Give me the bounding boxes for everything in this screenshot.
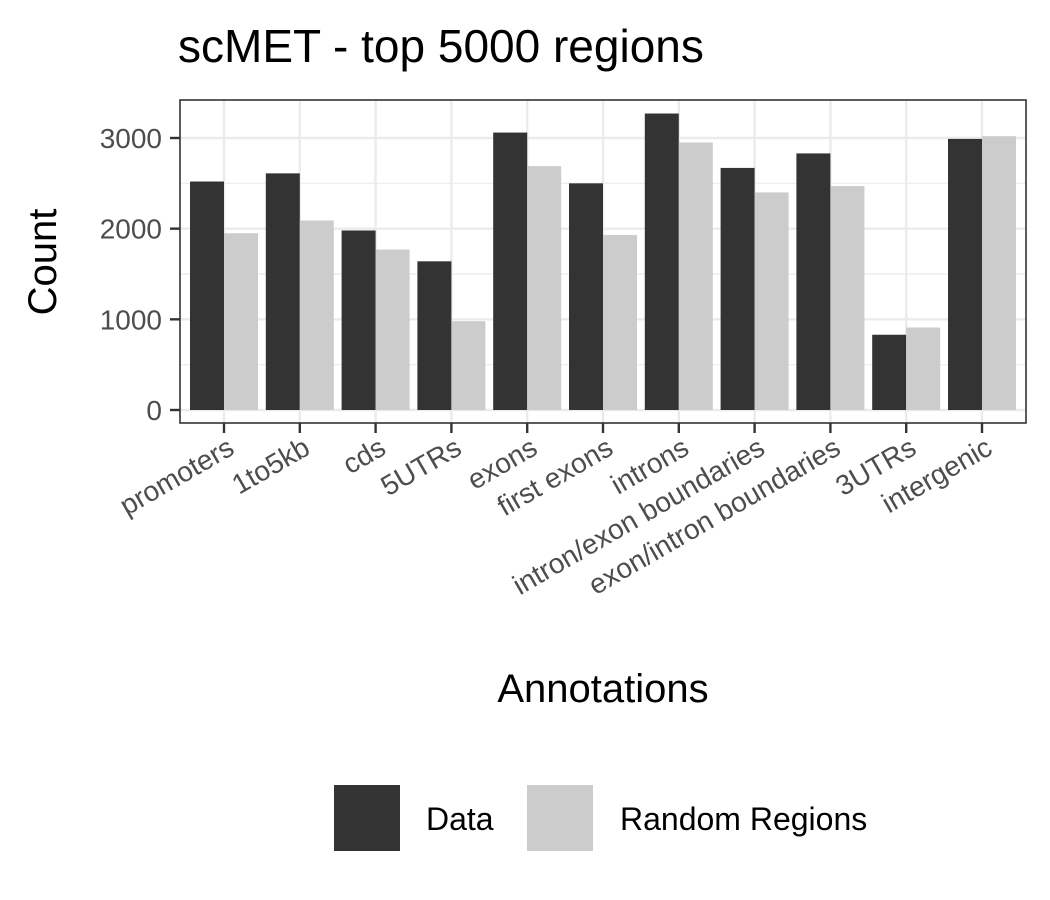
bar-data-3: [417, 261, 452, 410]
bar-data-7: [720, 167, 755, 410]
y-axis: 0 1000 2000 3000: [100, 123, 180, 426]
bar-random-regions-4: [527, 166, 562, 410]
legend-swatch: [527, 785, 593, 851]
bars: [190, 113, 1016, 411]
bar-data-4: [493, 132, 528, 410]
chart-title: scMET - top 5000 regions: [178, 20, 704, 72]
bar-random-regions-1: [299, 220, 334, 410]
y-tick-label: 2000: [100, 214, 162, 245]
y-tick-label: 1000: [100, 304, 162, 335]
legend-item-data: Data: [334, 785, 494, 851]
x-tick-label: 1to5kb: [226, 431, 314, 500]
bar-random-regions-9: [906, 327, 941, 410]
bar-random-regions-0: [224, 233, 258, 410]
y-tick-label: 3000: [100, 123, 162, 154]
bar-data-10: [948, 138, 982, 410]
legend-label: Data: [426, 801, 494, 837]
legend-label: Random Regions: [620, 801, 867, 837]
legend-item-random-regions: Random Regions: [527, 785, 867, 851]
y-axis-title: Count: [21, 209, 65, 316]
bar-data-0: [190, 181, 224, 410]
y-tick-label: 0: [146, 395, 162, 426]
bar-random-regions-7: [754, 192, 789, 410]
bar-data-9: [872, 334, 907, 410]
x-axis-title: Annotations: [497, 667, 708, 711]
bar-random-regions-10: [982, 136, 1016, 411]
legend-swatch: [334, 785, 400, 851]
bar-random-regions-8: [830, 186, 865, 410]
bar-data-5: [569, 183, 603, 410]
bar-data-8: [796, 153, 831, 410]
bar-data-2: [341, 230, 376, 410]
bar-random-regions-3: [451, 321, 486, 410]
bar-random-regions-5: [603, 235, 637, 410]
bar-data-6: [644, 113, 679, 411]
x-tick-label: promoters: [114, 431, 239, 521]
x-tick-label: 5UTRs: [375, 431, 466, 501]
bar-random-regions-2: [375, 249, 410, 410]
bar-data-1: [265, 173, 300, 410]
legend: Data Random Regions: [334, 785, 867, 851]
bar-random-regions-6: [678, 142, 713, 411]
